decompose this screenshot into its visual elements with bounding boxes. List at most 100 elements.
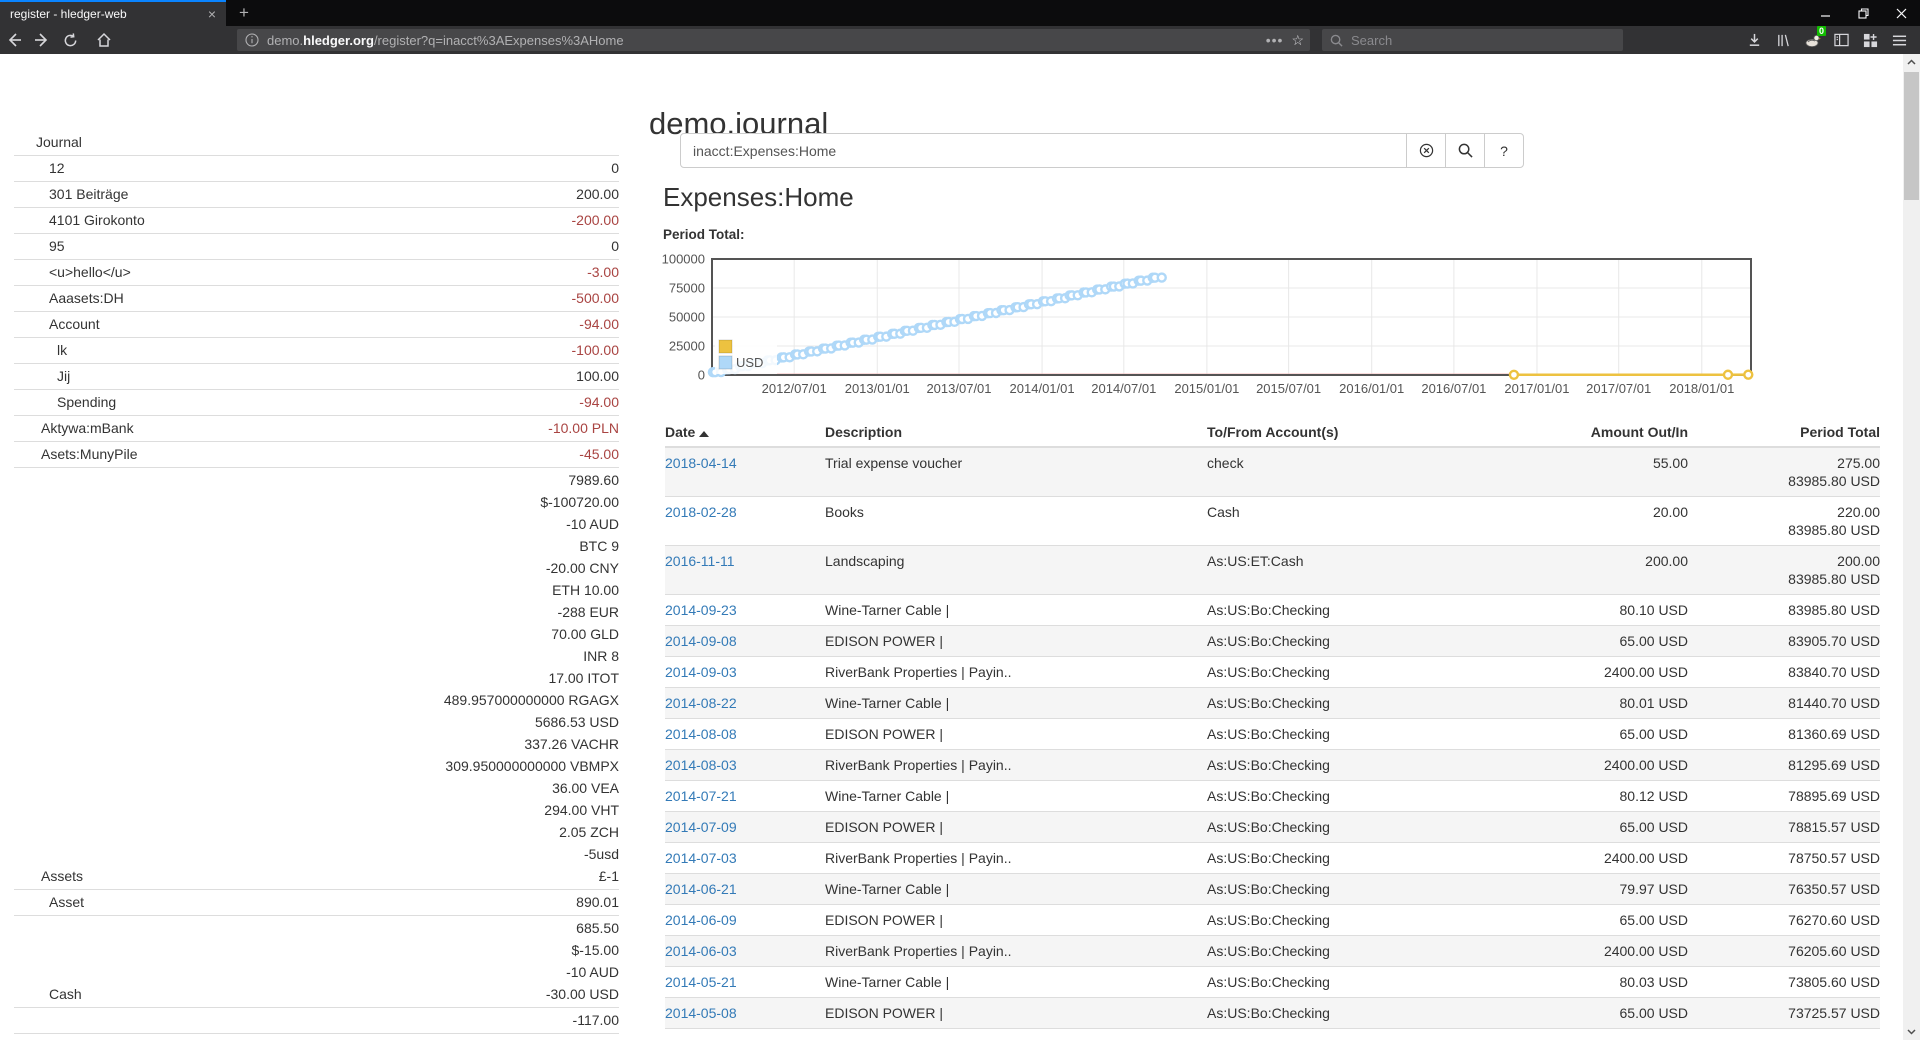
account-link[interactable]: Aktywa:mBank [41, 420, 134, 436]
period-total-cell: 76270.60 USD [1688, 904, 1880, 936]
sidebar-journal-row[interactable]: Journal [14, 130, 619, 156]
page-actions-icon[interactable]: ••• [1265, 32, 1284, 48]
register-row[interactable]: 2014-08-03 RiverBank Properties | Payin..… [665, 749, 1880, 781]
period-total-cell: 220.00 83985.80 USD [1688, 496, 1880, 546]
scroll-up-arrow[interactable] [1903, 54, 1920, 70]
transaction-amount: 80.10 USD [1490, 594, 1688, 626]
bookmark-star-icon[interactable]: ☆ [1291, 31, 1304, 48]
back-button[interactable] [0, 28, 28, 52]
menu-hamburger-icon[interactable] [1885, 28, 1914, 52]
register-row[interactable]: 2018-02-28 Books Cash 20.00 220.00 83985.80 U… [665, 496, 1880, 546]
browser-tab[interactable]: register - hledger-web × [0, 0, 226, 26]
header-date[interactable]: Date [665, 420, 825, 448]
transaction-date-link[interactable]: 2014-09-23 [665, 602, 737, 618]
overflow-grid-icon[interactable] [1856, 28, 1885, 52]
transaction-date-link[interactable]: 2014-06-21 [665, 881, 737, 897]
account-link[interactable]: Jij [57, 368, 71, 384]
transaction-date-link[interactable]: 2018-04-14 [665, 455, 737, 471]
register-row[interactable]: 2016-11-11 Landscaping As:US:ET:Cash 200.00… [665, 545, 1880, 595]
account-balance: 685.50 $-15.00 -10 AUD -30.00 USD [545, 920, 619, 1002]
account-link[interactable]: 301 Beiträge [49, 186, 129, 202]
sidebar-account-row: 95 0 [14, 234, 619, 260]
sidebars-button[interactable] [1827, 28, 1856, 52]
register-row[interactable]: 2014-09-08 EDISON POWER | As:US:Bo:Checkin… [665, 625, 1880, 657]
query-input[interactable] [680, 133, 1407, 168]
scroll-down-arrow[interactable] [1903, 1024, 1920, 1040]
account-link[interactable]: Asets:MunyPile [41, 446, 138, 462]
transaction-date-link[interactable]: 2014-05-08 [665, 1005, 737, 1021]
account-link[interactable]: Cash [49, 986, 82, 1002]
window-restore-button[interactable] [1844, 0, 1882, 26]
account-balance: -200.00 [571, 212, 619, 228]
home-button[interactable] [90, 28, 118, 52]
page-scrollbar[interactable] [1903, 54, 1920, 1040]
library-button[interactable] [1769, 28, 1798, 52]
register-row[interactable]: 2014-07-03 RiverBank Properties | Payin..… [665, 842, 1880, 874]
reload-button[interactable] [56, 28, 84, 52]
transaction-date-link[interactable]: 2014-06-09 [665, 912, 737, 928]
transaction-account: As:US:Bo:Checking [1207, 687, 1490, 719]
register-row[interactable]: 2014-07-09 EDISON POWER | As:US:Bo:Checkin… [665, 811, 1880, 843]
forward-button[interactable] [28, 28, 56, 52]
tab-close-icon[interactable]: × [207, 6, 216, 22]
search-submit-button[interactable] [1445, 133, 1485, 168]
account-link[interactable]: Account [49, 316, 100, 332]
transaction-date-link[interactable]: 2014-07-09 [665, 819, 737, 835]
register-row[interactable]: 2014-05-08 EDISON POWER | As:US:Bo:Checkin… [665, 997, 1880, 1029]
account-link[interactable]: Spending [57, 394, 117, 410]
transaction-date-link[interactable]: 2014-08-22 [665, 695, 737, 711]
window-close-button[interactable] [1882, 0, 1920, 26]
browser-search-field[interactable]: Search [1322, 29, 1623, 51]
svg-text:USD: USD [736, 355, 763, 370]
transaction-date-link[interactable]: 2014-09-03 [665, 664, 737, 680]
journal-link[interactable]: Journal [36, 134, 82, 150]
account-link[interactable]: Aaasets:DH [49, 290, 124, 306]
transaction-date-link[interactable]: 2016-11-11 [665, 553, 735, 569]
site-info-icon[interactable] [245, 33, 259, 47]
account-link[interactable]: Assets [41, 868, 84, 884]
register-row[interactable]: 2014-06-03 RiverBank Properties | Payin..… [665, 935, 1880, 967]
tab-title: register - hledger-web [10, 7, 127, 21]
transaction-date-link[interactable]: 2014-07-21 [665, 788, 737, 804]
register-row[interactable]: 2014-08-08 EDISON POWER | As:US:Bo:Checkin… [665, 718, 1880, 750]
register-row[interactable]: 2014-06-21 Wine-Tarner Cable | As:US:Bo:Ch… [665, 873, 1880, 905]
account-balance: -10.00 PLN [548, 420, 619, 436]
table-header-row: Date Description To/From Account(s) Amou… [665, 420, 1880, 448]
clear-query-button[interactable] [1406, 133, 1446, 168]
scrollbar-thumb[interactable] [1904, 72, 1919, 200]
clear-circle-x-icon [1419, 143, 1433, 158]
account-link[interactable]: 12 [49, 160, 65, 176]
account-balance: 100.00 [576, 368, 619, 384]
account-link[interactable]: lk [57, 342, 68, 358]
register-row[interactable]: 2014-06-09 EDISON POWER | As:US:Bo:Checkin… [665, 904, 1880, 936]
extension-bird-icon[interactable]: 0 [1798, 26, 1827, 52]
account-link[interactable]: 95 [49, 238, 65, 254]
downloads-button[interactable] [1740, 28, 1769, 52]
sidebar-account-row: 4101 Girokonto -200.00 [14, 208, 619, 234]
transaction-date-link[interactable]: 2014-08-08 [665, 726, 737, 742]
register-row[interactable]: 2014-07-21 Wine-Tarner Cable | As:US:Bo:Ch… [665, 780, 1880, 812]
account-balance: -45.00 [579, 446, 619, 462]
search-help-button[interactable]: ? [1484, 133, 1524, 168]
register-row[interactable]: 2014-09-03 RiverBank Properties | Payin..… [665, 656, 1880, 688]
register-row[interactable]: 2014-09-23 Wine-Tarner Cable | As:US:Bo:Ch… [665, 594, 1880, 626]
transaction-date-link[interactable]: 2014-05-21 [665, 974, 737, 990]
transaction-date-link[interactable]: 2018-02-28 [665, 504, 737, 520]
register-row[interactable]: 2014-05-21 Wine-Tarner Cable | As:US:Bo:Ch… [665, 966, 1880, 998]
new-tab-button[interactable]: + [239, 3, 249, 22]
transaction-description: Wine-Tarner Cable | [825, 780, 1207, 812]
register-row[interactable]: 2014-08-22 Wine-Tarner Cable | As:US:Bo:Ch… [665, 687, 1880, 719]
transaction-amount: 2400.00 USD [1490, 656, 1688, 688]
transaction-date-link[interactable]: 2014-08-03 [665, 757, 737, 773]
account-link[interactable]: <u>hello</u> [49, 264, 131, 280]
transaction-date-link[interactable]: 2014-07-03 [665, 850, 737, 866]
url-bar[interactable]: demo.hledger.org/register?q=inacct%3AExp… [237, 29, 1310, 51]
account-link[interactable]: 4101 Girokonto [49, 212, 145, 228]
search-placeholder: Search [1351, 32, 1393, 48]
register-row[interactable]: 2018-04-14 Trial expense voucher check 55.0… [665, 447, 1880, 497]
sidebar-account-row: Aaasets:DH -500.00 [14, 286, 619, 312]
transaction-date-link[interactable]: 2014-09-08 [665, 633, 737, 649]
transaction-date-link[interactable]: 2014-06-03 [665, 943, 737, 959]
account-link[interactable]: Asset [49, 894, 85, 910]
window-minimize-button[interactable] [1806, 0, 1844, 26]
